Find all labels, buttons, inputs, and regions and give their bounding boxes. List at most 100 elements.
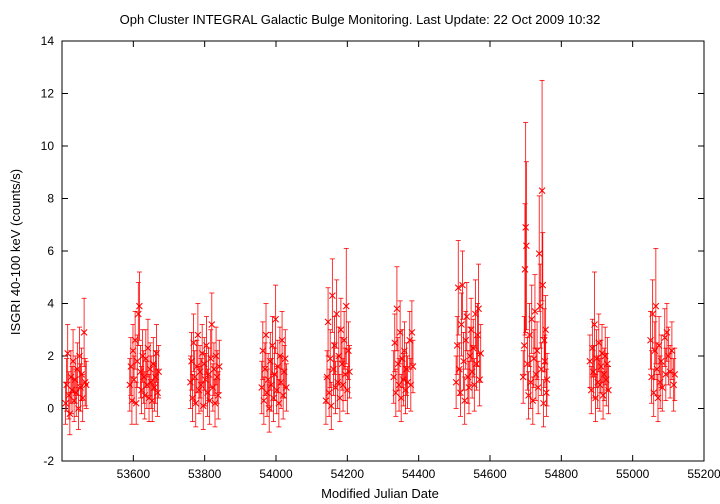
y-tick-label: 0 xyxy=(47,402,54,416)
data-point xyxy=(134,310,142,318)
data-point xyxy=(601,352,609,360)
data-point xyxy=(188,357,195,365)
data-point xyxy=(327,402,335,410)
data-point xyxy=(268,381,275,389)
x-tick-label: 53800 xyxy=(188,467,222,481)
data-point xyxy=(328,292,336,299)
data-point xyxy=(127,363,135,370)
data-point xyxy=(651,347,659,355)
data-point xyxy=(194,331,202,339)
data-point xyxy=(148,397,156,404)
data-point xyxy=(603,360,611,368)
data-point xyxy=(66,410,74,418)
data-point xyxy=(275,399,283,407)
data-point xyxy=(271,371,278,378)
x-tick-label: 54800 xyxy=(545,467,579,481)
data-point xyxy=(592,394,599,402)
y-axis-label: ISGRI 40-100 keV (counts/s) xyxy=(8,169,23,335)
data-point xyxy=(648,373,655,381)
data-point xyxy=(205,371,212,378)
y-tick-label: 10 xyxy=(41,139,55,153)
data-point xyxy=(208,321,216,328)
data-point xyxy=(63,381,70,389)
data-point xyxy=(202,376,209,383)
data-point xyxy=(142,355,150,362)
data-point xyxy=(70,397,78,404)
data-point xyxy=(131,336,139,344)
data-point xyxy=(670,381,678,389)
data-point xyxy=(662,371,670,378)
x-tick-label: 54000 xyxy=(259,467,293,481)
data-point xyxy=(130,376,138,383)
data-point xyxy=(191,373,199,381)
data-point xyxy=(323,373,331,381)
data-point xyxy=(525,392,532,399)
data-point xyxy=(464,373,472,381)
data-point xyxy=(538,365,545,373)
x-tick-label: 55000 xyxy=(616,467,650,481)
data-point xyxy=(394,360,402,368)
data-point xyxy=(282,384,290,391)
data-point xyxy=(671,371,679,378)
data-point xyxy=(597,363,605,370)
data-point xyxy=(398,355,406,362)
data-point xyxy=(534,384,542,391)
data-point xyxy=(264,376,272,383)
data-point xyxy=(128,397,136,404)
data-point xyxy=(276,352,284,360)
data-point xyxy=(333,310,340,318)
data-point xyxy=(399,376,407,383)
data-point xyxy=(259,347,267,355)
data-point xyxy=(207,355,215,362)
data-point xyxy=(346,368,353,376)
data-point xyxy=(539,281,547,289)
data-point xyxy=(67,373,75,381)
data-point xyxy=(402,386,409,394)
data-point xyxy=(342,302,350,310)
data-point xyxy=(476,376,484,383)
error-bars xyxy=(63,79,678,436)
data-point xyxy=(602,376,610,383)
data-point xyxy=(591,321,598,328)
y-tick-label: 14 xyxy=(41,34,55,48)
data-point xyxy=(396,329,404,336)
data-point xyxy=(542,389,550,397)
data-point xyxy=(270,394,277,402)
data-point xyxy=(151,384,158,391)
data-point xyxy=(209,384,217,391)
data-point xyxy=(75,405,82,412)
data-point xyxy=(152,373,159,381)
data-point xyxy=(280,368,288,376)
data-point xyxy=(465,384,473,391)
data-point xyxy=(538,187,546,194)
data-point xyxy=(197,381,205,389)
data-point xyxy=(71,376,79,383)
plot-frame xyxy=(61,40,705,462)
data-point xyxy=(459,281,466,289)
data-point xyxy=(390,373,398,381)
data-point xyxy=(341,371,349,378)
data-point xyxy=(144,344,152,352)
data-point xyxy=(474,331,481,339)
data-point xyxy=(336,394,344,402)
data-point xyxy=(468,368,476,376)
data-point xyxy=(262,331,270,339)
data-point xyxy=(326,355,334,362)
data-point xyxy=(143,381,151,389)
x-tick-label: 54600 xyxy=(473,467,507,481)
data-point xyxy=(668,347,676,355)
data-point xyxy=(339,381,347,389)
data-point xyxy=(519,373,527,381)
data-point xyxy=(133,357,141,365)
data-point xyxy=(273,386,281,394)
data-point xyxy=(198,350,206,357)
data-point xyxy=(340,336,348,344)
data-point xyxy=(263,389,271,397)
data-point xyxy=(475,305,482,313)
data-point xyxy=(466,352,474,360)
data-point xyxy=(82,381,90,389)
data-point xyxy=(69,357,77,365)
data-point xyxy=(274,363,282,370)
data-point xyxy=(477,350,485,357)
data-point xyxy=(210,365,218,373)
